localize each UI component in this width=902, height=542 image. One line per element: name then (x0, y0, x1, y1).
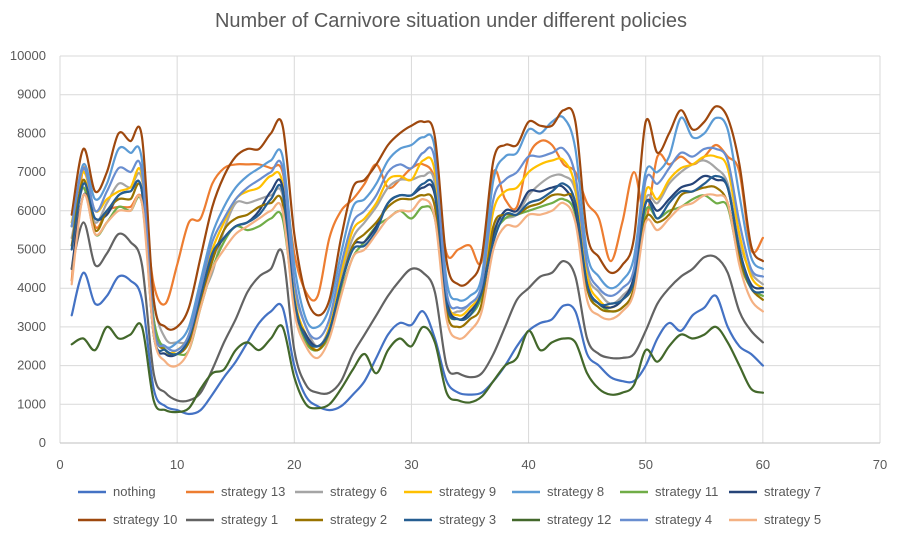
legend-label: strategy 5 (764, 512, 821, 527)
legend-item: strategy 11 (620, 484, 718, 499)
plot-area (70, 105, 764, 416)
legend-label: strategy 6 (330, 484, 387, 499)
legend: nothing strategy 13 strategy 6 strategy 9 st… (78, 484, 821, 527)
y-tick-label: 6000 (17, 203, 46, 218)
y-tick-label: 0 (39, 435, 46, 450)
series-line-strategy-8 (70, 115, 764, 349)
y-tick-label: 9000 (17, 87, 46, 102)
y-tick-label: 2000 (17, 358, 46, 373)
legend-item: nothing (78, 484, 156, 499)
series-line-strategy-9 (70, 154, 764, 355)
x-tick-label: 70 (873, 457, 887, 472)
legend-item: strategy 13 (186, 484, 285, 499)
series-line-strategy-12 (70, 322, 764, 414)
chart-title: Number of Carnivore situation under diff… (215, 10, 687, 32)
x-tick-label: 30 (404, 457, 418, 472)
legend-item: strategy 10 (78, 512, 177, 527)
legend-label: strategy 10 (113, 512, 177, 527)
y-tick-label: 10000 (10, 48, 46, 63)
y-tick-label: 4000 (17, 280, 46, 295)
y-tick-label: 7000 (17, 164, 46, 179)
series-line-strategy-3 (70, 174, 764, 356)
x-tick-label: 40 (521, 457, 535, 472)
legend-item: strategy 5 (729, 512, 821, 527)
y-tick-label: 1000 (17, 396, 46, 411)
legend-item: strategy 12 (512, 512, 611, 527)
y-tick-label: 3000 (17, 319, 46, 334)
x-tick-label: 60 (756, 457, 770, 472)
legend-label: nothing (113, 484, 156, 499)
legend-label: strategy 8 (547, 484, 604, 499)
series-line-strategy-1 (70, 221, 764, 403)
legend-item: strategy 1 (186, 512, 278, 527)
legend-label: strategy 2 (330, 512, 387, 527)
x-tick-label: 10 (170, 457, 184, 472)
legend-label: strategy 4 (655, 512, 712, 527)
legend-label: strategy 1 (221, 512, 278, 527)
series-line-nothing (70, 271, 764, 416)
x-tick-label: 0 (56, 457, 63, 472)
series-line-strategy-10 (70, 105, 764, 331)
legend-label: strategy 7 (764, 484, 821, 499)
series-line-strategy-11 (70, 186, 764, 357)
legend-item: strategy 2 (295, 512, 387, 527)
legend-label: strategy 9 (439, 484, 496, 499)
legend-item: strategy 8 (512, 484, 604, 499)
series-line-strategy-2 (70, 178, 764, 356)
legend-item: strategy 7 (729, 484, 821, 499)
legend-label: strategy 11 (655, 484, 718, 499)
x-axis-tick-labels: 0 10 20 30 40 50 60 70 (56, 457, 887, 472)
legend-label: strategy 12 (547, 512, 611, 527)
series-line-strategy-4 (70, 146, 764, 352)
legend-item: strategy 6 (295, 484, 387, 499)
x-tick-label: 50 (638, 457, 652, 472)
x-tick-label: 20 (287, 457, 301, 472)
legend-item: strategy 3 (404, 512, 496, 527)
legend-item: strategy 4 (620, 512, 712, 527)
y-tick-label: 8000 (17, 125, 46, 140)
y-axis-tick-labels: 0 1000 2000 3000 4000 5000 6000 7000 8000 9000 100… (10, 48, 46, 450)
series-line-strategy-5 (70, 193, 764, 368)
legend-label: strategy 13 (221, 484, 285, 499)
legend-item: strategy 9 (404, 484, 496, 499)
legend-label: strategy 3 (439, 512, 496, 527)
y-tick-label: 5000 (17, 242, 46, 257)
